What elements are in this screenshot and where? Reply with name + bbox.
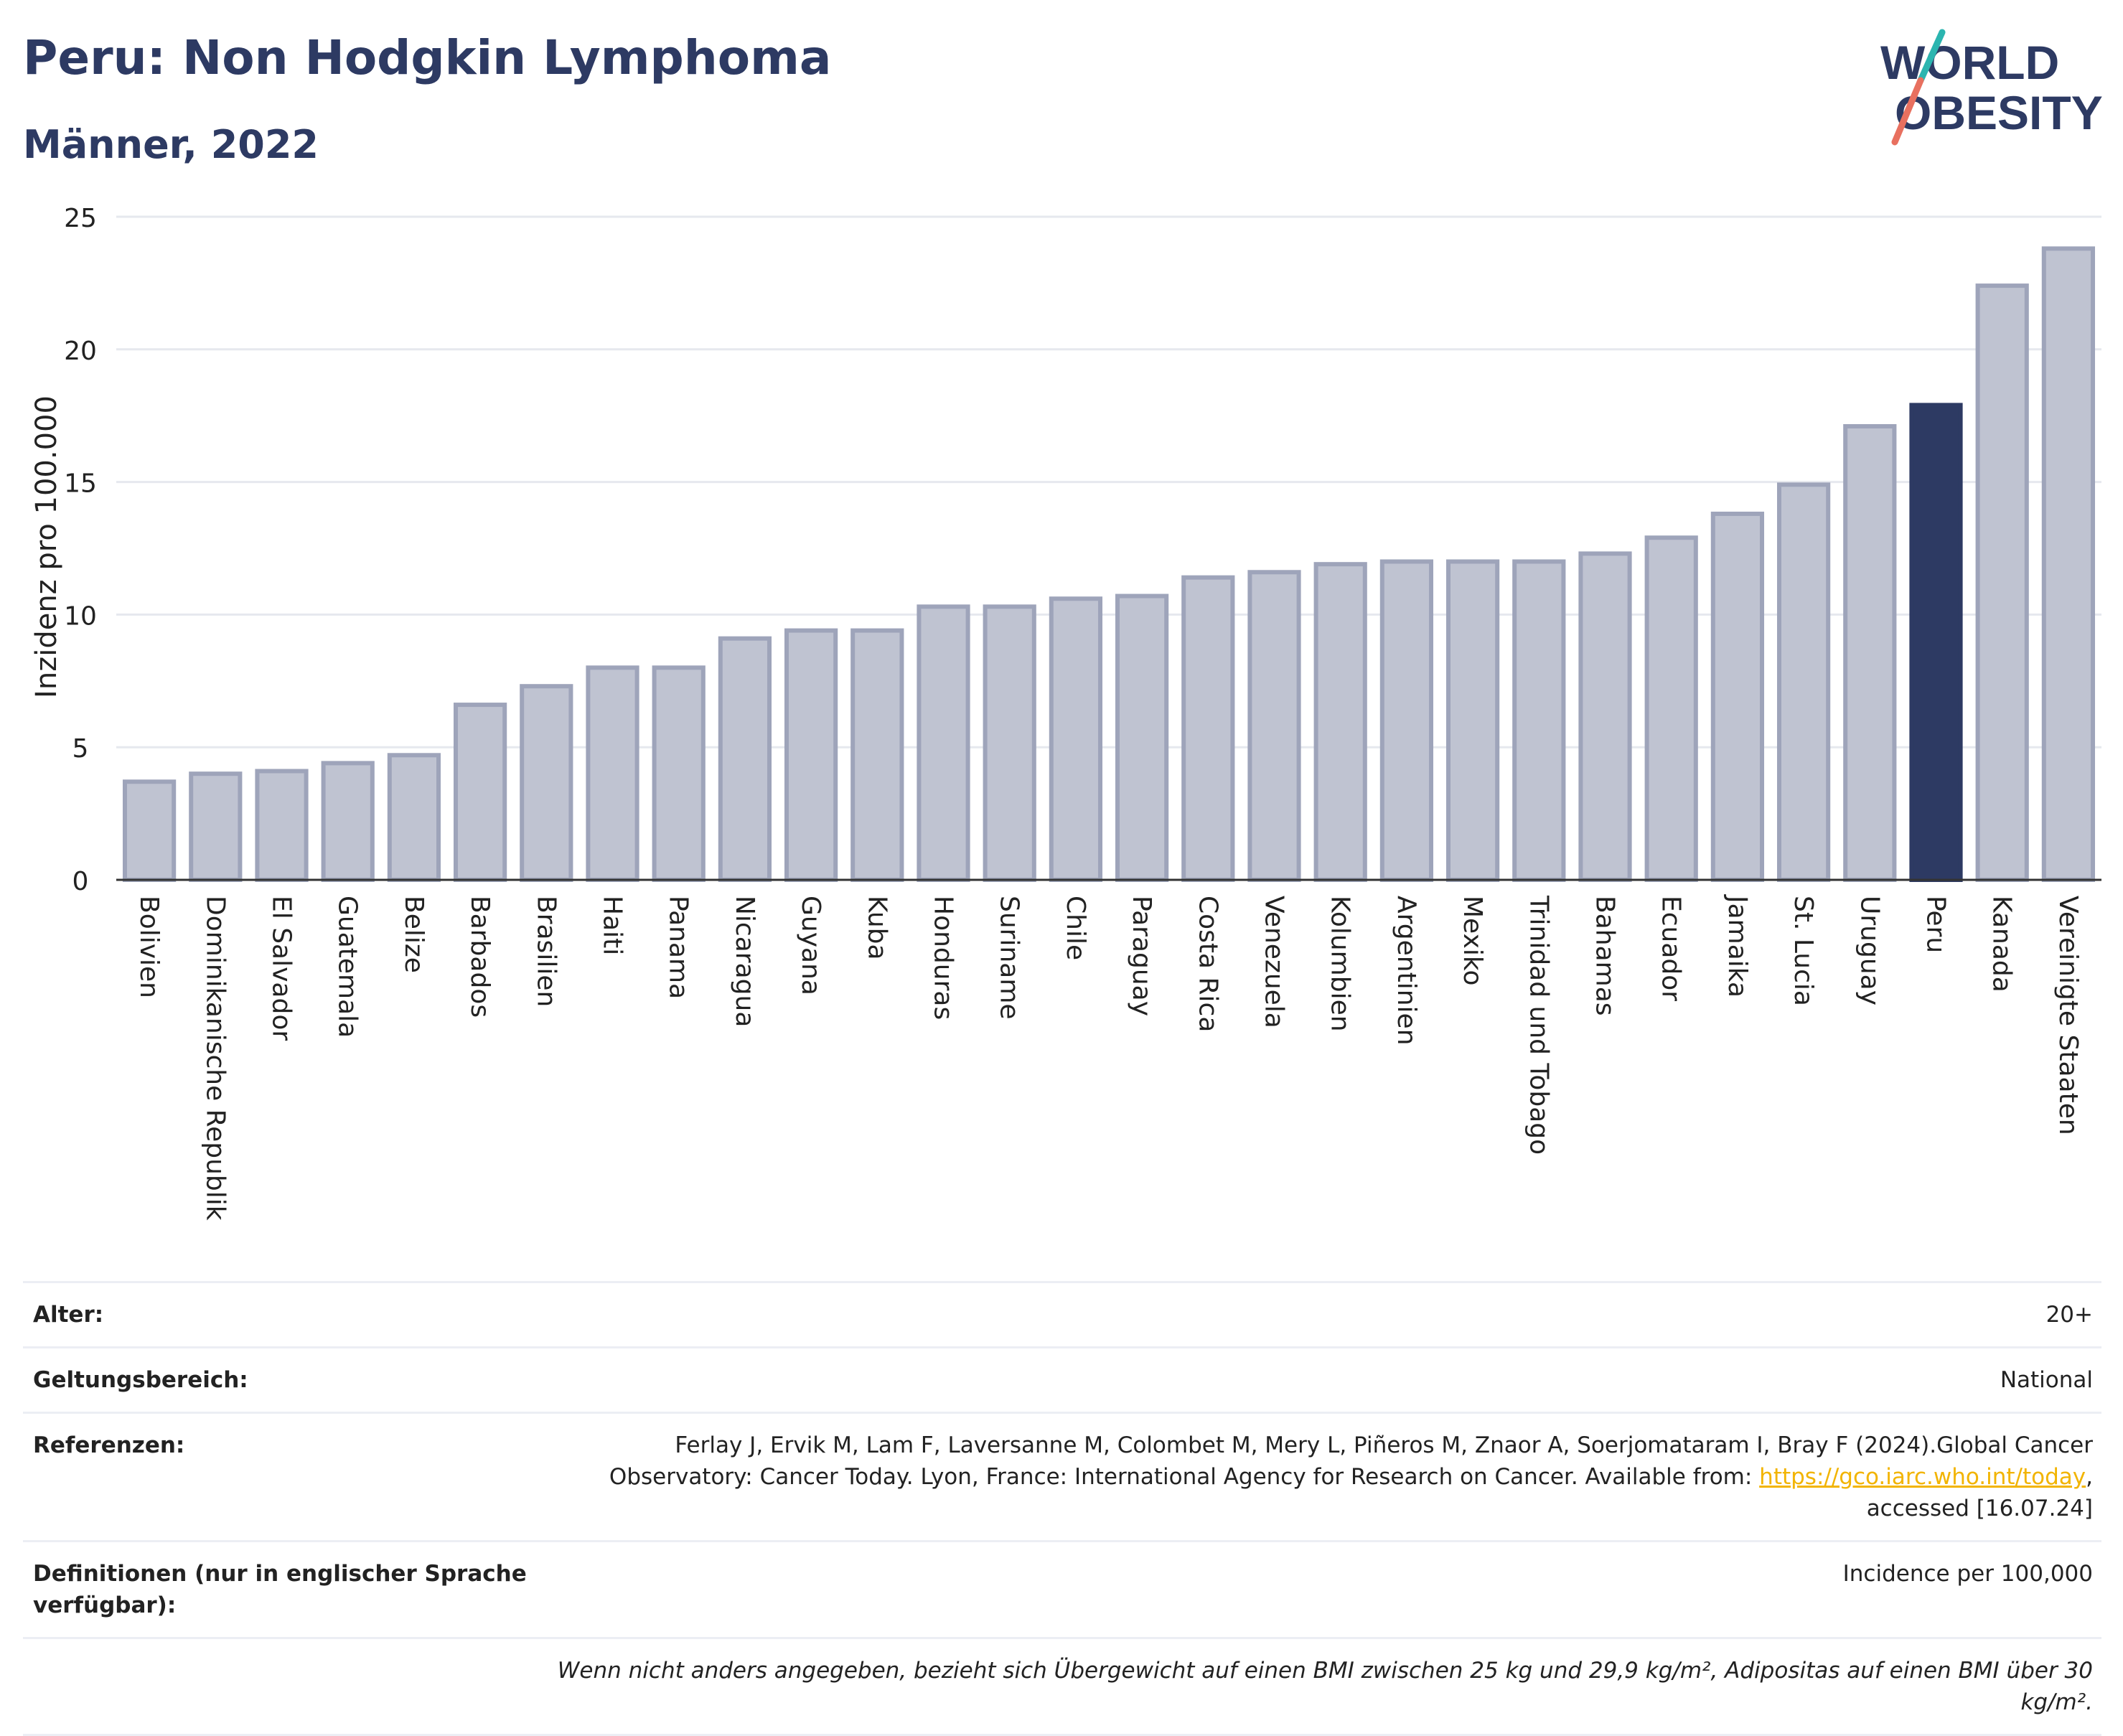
bar-st-lucia	[1776, 482, 1831, 882]
bar-guatemala	[321, 761, 375, 882]
info-row-references: Referenzen: Ferlay J, Ervik M, Lam F, La…	[23, 1412, 2101, 1540]
x-tick-label: Jamaika	[1723, 894, 1752, 998]
x-tick-label: Belize	[399, 896, 428, 973]
x-tick-label: Vereinigte Staaten	[2053, 896, 2083, 1135]
x-tick-label: Uruguay	[1855, 896, 1884, 1005]
bar-peru	[1909, 403, 1963, 882]
x-tick-label: Guyana	[796, 896, 825, 995]
bar-chile	[1049, 596, 1103, 882]
references-suffix: , accessed [16.07.24]	[1866, 1464, 2093, 1521]
y-tick-label: 0	[72, 867, 89, 896]
x-tick-label: Kanada	[1987, 896, 2017, 993]
logo-line2: OBESITY	[1895, 86, 2103, 139]
bar-nicaragua	[718, 636, 772, 882]
scope-label: Geltungsbereich:	[33, 1367, 248, 1393]
age-value: 20+	[2045, 1302, 2093, 1328]
x-tick-label: Barbados	[465, 896, 495, 1018]
x-tick-label: Haiti	[598, 896, 627, 955]
x-tick-label: Suriname	[995, 896, 1024, 1020]
bar-dominikanische-republik	[189, 771, 243, 883]
info-row-age: Alter: 20+	[23, 1281, 2101, 1346]
bar-guyana	[784, 628, 838, 882]
bar-mexiko	[1445, 559, 1500, 882]
bar-honduras	[917, 604, 970, 882]
x-tick-label: Brasilien	[531, 896, 561, 1007]
info-row-scope: Geltungsbereich: National	[23, 1346, 2101, 1412]
world-obesity-logo: WORLD OBESITY	[1880, 29, 2103, 146]
y-axis-ticks: 0 5 10 15 20 25	[64, 204, 97, 896]
x-tick-label: Guatemala	[333, 896, 362, 1038]
references-link[interactable]: https://gco.iarc.who.int/today	[1759, 1464, 2086, 1490]
x-tick-label: Peru	[1921, 896, 1951, 953]
bmi-note: Wenn nicht anders angegeben, bezieht sic…	[557, 1658, 2093, 1715]
bar-kolumbien	[1313, 562, 1367, 883]
bar-brasilien	[520, 684, 573, 883]
info-table: Alter: 20+ Geltungsbereich: National Ref…	[23, 1281, 2101, 1736]
x-tick-label: Panama	[664, 896, 693, 999]
x-tick-label: Mexiko	[1458, 896, 1487, 985]
x-tick-label: Dominikanische Republik	[200, 896, 230, 1221]
bar-paraguay	[1115, 593, 1169, 882]
x-tick-label: Venezuela	[1260, 896, 1289, 1028]
bar-argentinien	[1379, 559, 1434, 882]
bar-panama	[652, 665, 706, 882]
definitions-label: Definitionen (nur in englischer Sprache …	[33, 1561, 527, 1618]
age-label: Alter:	[33, 1302, 104, 1328]
bar-haiti	[586, 665, 639, 882]
logo-line1: WORLD	[1880, 36, 2059, 89]
bar-vereinigte-staaten	[2041, 246, 2096, 882]
x-tick-label: Ecuador	[1656, 896, 1686, 1001]
x-tick-label: Kuba	[862, 896, 891, 960]
bar-bahamas	[1578, 551, 1632, 883]
x-tick-label: Trinidad und Tobago	[1524, 895, 1553, 1155]
bar-uruguay	[1843, 423, 1897, 882]
bar-suriname	[983, 604, 1036, 882]
x-tick-label: Honduras	[929, 896, 958, 1020]
bar-belize	[387, 753, 441, 882]
info-row-definitions: Definitionen (nur in englischer Sprache …	[23, 1540, 2101, 1637]
x-tick-label: Kolumbien	[1326, 896, 1355, 1032]
x-tick-label: Costa Rica	[1193, 896, 1222, 1032]
x-tick-label: Chile	[1061, 896, 1090, 960]
bar-jamaika	[1710, 511, 1765, 883]
page-subtitle: Männer, 2022	[23, 122, 319, 167]
bar-chart: 0 5 10 15 20 25 Bolivien Dominikanische Republ…	[30, 204, 2101, 1221]
references-value: Ferlay J, Ervik M, Lam F, Laversanne M, …	[550, 1430, 2093, 1524]
y-tick-label: 15	[64, 469, 97, 499]
bar-barbados	[453, 703, 507, 883]
x-tick-label: Bahamas	[1590, 896, 1620, 1016]
scope-value: National	[2000, 1367, 2093, 1393]
bar-kuba	[850, 628, 904, 882]
definitions-value: Incidence per 100,000	[1842, 1561, 2093, 1587]
y-axis-label: Inzidenz pro 100.000	[30, 395, 63, 698]
page-title: Peru: Non Hodgkin Lymphoma	[23, 30, 832, 85]
bar-el-salvador	[255, 769, 309, 882]
info-row-note: Wenn nicht anders angegeben, bezieht sic…	[23, 1637, 2101, 1736]
x-tick-label: Nicaragua	[730, 896, 759, 1027]
bar-bolivien	[122, 779, 177, 883]
gridlines	[116, 215, 2101, 749]
x-tick-label: St. Lucia	[1789, 896, 1818, 1006]
bar-ecuador	[1644, 535, 1698, 882]
x-tick-label: El Salvador	[267, 896, 296, 1041]
x-axis-ticks: Bolivien Dominikanische Republik El Salvad…	[134, 894, 2083, 1221]
references-text: Ferlay J, Ervik M, Lam F, Laversanne M, …	[609, 1432, 2093, 1490]
bar-venezuela	[1247, 570, 1301, 882]
y-tick-label: 20	[64, 337, 97, 366]
bar-kanada	[1975, 283, 2029, 882]
bars	[122, 246, 2096, 883]
x-tick-label: Paraguay	[1127, 896, 1156, 1016]
y-tick-label: 10	[64, 601, 97, 631]
bar-costa-rica	[1181, 575, 1235, 882]
y-tick-label: 5	[72, 734, 89, 764]
x-tick-label: Argentinien	[1392, 896, 1421, 1046]
bar-trinidad-und-tobago	[1512, 559, 1566, 882]
references-label: Referenzen:	[33, 1432, 185, 1458]
x-tick-label: Bolivien	[134, 896, 164, 998]
y-tick-label: 25	[64, 204, 97, 233]
